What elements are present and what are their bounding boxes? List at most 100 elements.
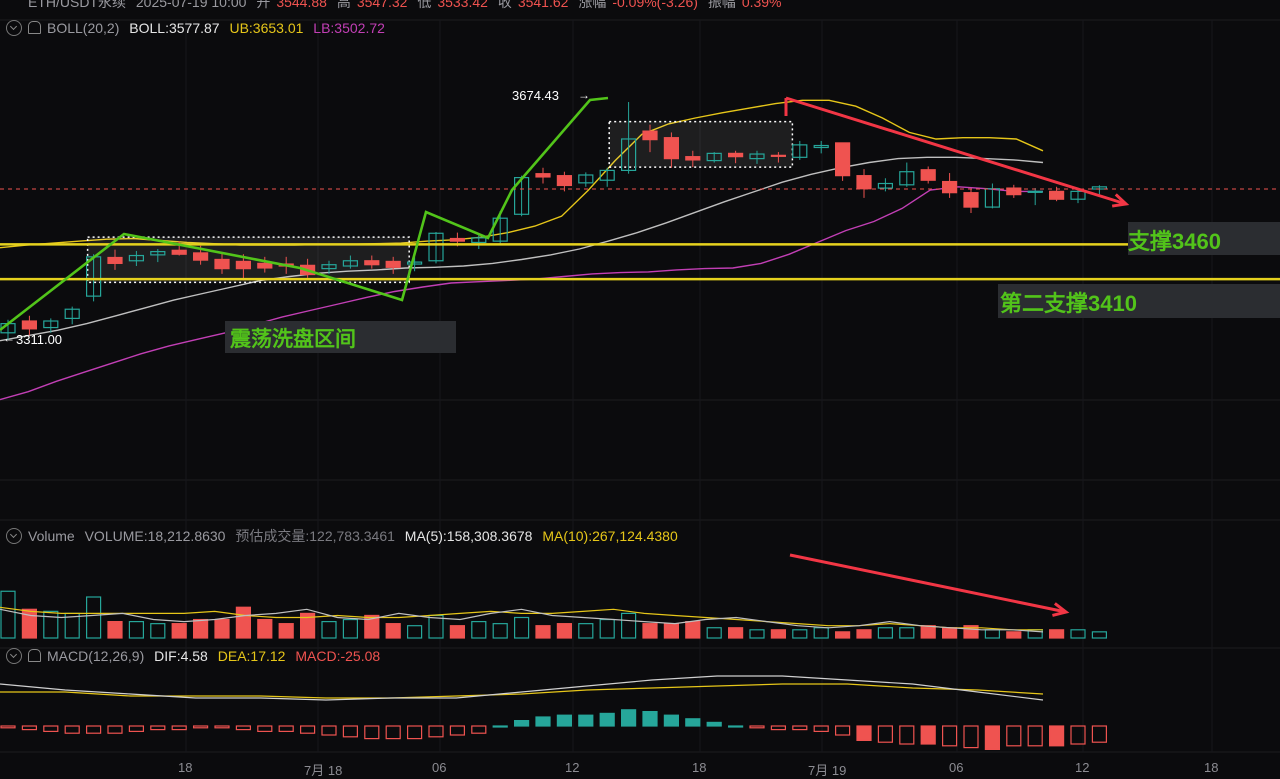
volume-estimate: 预估成交量:122,783.3461	[235, 528, 395, 544]
macd-histogram-bar	[385, 725, 401, 740]
boll-lb-value: LB:3502.72	[313, 20, 385, 36]
volume-bar	[535, 625, 551, 639]
volume-bar	[85, 596, 102, 639]
macd-histogram-bar	[984, 725, 1001, 750]
volume-bars	[0, 590, 1108, 639]
candle-body	[749, 153, 765, 160]
boll-ub-value: UB:3653.01	[229, 20, 304, 36]
volume-bar	[642, 623, 658, 639]
price-downtrend-arrow-head	[1111, 193, 1130, 208]
candle-body	[1027, 190, 1043, 193]
macd-histogram-bar	[449, 725, 465, 736]
collapse-toggle-icon[interactable]	[6, 648, 22, 664]
macd-histogram-bar	[428, 725, 444, 738]
candle-body	[171, 249, 187, 255]
candle-body	[1048, 190, 1065, 200]
volume-bar	[214, 618, 230, 639]
macd-histogram-bar	[235, 725, 251, 731]
candle-body	[813, 144, 829, 149]
volume-bar	[727, 627, 744, 639]
boll-name: BOLL(20,2)	[47, 20, 120, 36]
time-label: 7月 19	[808, 763, 847, 778]
volume-bar	[1048, 629, 1065, 639]
volume-name: Volume	[28, 528, 75, 544]
time-label: 18	[692, 760, 707, 775]
macd-histogram-bar	[813, 725, 829, 733]
volume-bar	[0, 590, 16, 639]
open-label: 开	[256, 0, 271, 10]
time-label: 06	[949, 760, 964, 775]
candle-body	[128, 254, 144, 262]
volume-ma10-line	[0, 606, 1043, 631]
candle-body	[620, 138, 637, 172]
candle-body	[321, 264, 337, 270]
macd-histogram-bar	[150, 725, 166, 731]
volume-ma10: MA(10):267,124.4380	[542, 528, 678, 544]
range-label: 震荡洗盘区间	[230, 328, 356, 351]
bell-icon[interactable]	[28, 21, 41, 34]
close-label: 收	[497, 0, 512, 10]
candle-body	[471, 237, 487, 244]
time-label: 06	[432, 760, 447, 775]
volume-bar	[385, 623, 401, 639]
collapse-toggle-icon[interactable]	[6, 20, 22, 36]
collapse-toggle-icon[interactable]	[6, 528, 22, 544]
close-value: 3541.62	[517, 0, 569, 10]
candle-body	[941, 180, 958, 194]
bell-icon[interactable]	[28, 649, 41, 662]
candle-body	[834, 142, 851, 177]
low-label: 低	[417, 0, 432, 10]
candle-body	[727, 152, 744, 158]
zigzag-trend-line	[0, 96, 609, 332]
boll-lower-band	[0, 186, 1043, 401]
volume-bar	[749, 629, 765, 639]
volume-bar	[706, 627, 722, 639]
candle-body	[535, 173, 551, 178]
volume-bar	[107, 620, 123, 639]
macd-name: MACD(12,26,9)	[47, 648, 145, 664]
volume-bar	[620, 612, 637, 639]
macd-histogram-bar	[1091, 725, 1108, 743]
volume-bar	[1006, 631, 1022, 639]
volume-bar	[449, 625, 465, 639]
candle-body	[64, 308, 80, 319]
range-label-bg	[225, 321, 456, 353]
macd-histogram-bar	[471, 725, 487, 734]
macd-histogram-bar	[792, 725, 808, 731]
time-label: 18	[1204, 760, 1219, 775]
candle-body	[792, 144, 808, 158]
macd-dea-line	[0, 683, 1044, 699]
open-value: 3544.88	[276, 0, 327, 10]
macd-histogram-bar	[749, 725, 765, 729]
boll-upper-band	[0, 99, 1044, 249]
macd-histogram-bar	[770, 725, 787, 731]
time-label: 7月 18	[304, 763, 343, 778]
volume-bar	[364, 614, 380, 639]
volume-bar	[1070, 629, 1086, 639]
volume-bar	[257, 618, 273, 639]
amplitude-value: 0.39%	[741, 0, 782, 10]
candle-body	[642, 130, 658, 141]
volume-legend: Volume VOLUME:18,212.8630 预估成交量:122,783.…	[0, 526, 684, 546]
high-price-label: 3674.43	[512, 88, 559, 103]
macd-histogram-bar	[64, 725, 80, 734]
annotations	[0, 96, 1280, 617]
macd-histogram-bar	[578, 714, 594, 727]
candle-body	[899, 171, 915, 186]
macd-histogram-bar	[128, 725, 144, 733]
macd-histogram-bar	[278, 725, 294, 733]
candle-body	[877, 182, 894, 189]
macd-histogram-bar	[214, 725, 230, 729]
change-value: -0.09%(-3.26)	[612, 0, 698, 10]
macd-dif: DIF:4.58	[154, 648, 208, 664]
macd-histogram-bar	[342, 725, 358, 738]
candle-body	[770, 154, 787, 157]
macd-histogram-bar	[1070, 725, 1086, 745]
macd-histogram-bar	[107, 725, 123, 734]
macd-histogram-bar	[941, 725, 958, 747]
macd-panel	[0, 675, 1108, 750]
boll-middle-band	[0, 156, 1044, 342]
volume-bar	[300, 612, 316, 639]
candle-body	[364, 260, 380, 266]
